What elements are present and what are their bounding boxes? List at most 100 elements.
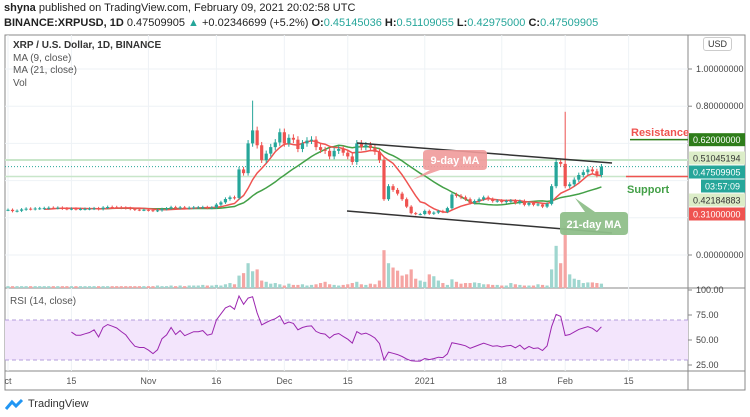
legend-ma9[interactable]: MA (9, close) xyxy=(13,52,72,64)
candle xyxy=(568,184,572,187)
volume-bar xyxy=(51,286,55,288)
published-text: published on TradingView.com, February 0… xyxy=(38,2,356,14)
rsi-tick-label: 75.00 xyxy=(696,310,719,320)
volume-bar xyxy=(337,285,341,288)
volume-bar xyxy=(124,286,128,288)
candle xyxy=(373,148,377,152)
candle xyxy=(6,209,10,211)
candle xyxy=(581,172,585,176)
candle xyxy=(486,197,490,200)
x-tick-label: 15 xyxy=(66,376,76,386)
change: +0.02346699 (+5.2%) xyxy=(202,17,309,29)
lower-band-price-tag: 0.42184883 xyxy=(693,196,741,206)
candle xyxy=(409,206,413,214)
countdown-tag: 03:57:09 xyxy=(705,182,740,192)
volume-bar xyxy=(60,286,64,288)
candle xyxy=(10,209,15,212)
candle xyxy=(382,160,386,200)
volume-bar xyxy=(106,286,110,288)
last-price-tag: 0.47509905 xyxy=(693,168,741,178)
volume-bar xyxy=(269,283,273,288)
candle xyxy=(196,207,200,209)
volume-bar xyxy=(545,285,549,288)
volume-bar xyxy=(19,286,24,288)
volume-bar xyxy=(572,278,576,288)
candle xyxy=(395,189,400,194)
candle xyxy=(300,143,305,149)
candle xyxy=(341,148,345,153)
volume-bar xyxy=(527,285,531,288)
last-price: 0.47509905 xyxy=(126,17,185,29)
currency-button[interactable]: USD xyxy=(703,37,733,51)
candle xyxy=(110,207,114,209)
candle xyxy=(78,209,83,211)
candle xyxy=(232,197,237,199)
volume-bar xyxy=(42,286,46,288)
candle xyxy=(459,195,463,198)
volume-bar xyxy=(151,286,155,288)
volume-bar xyxy=(386,263,391,288)
candle xyxy=(19,209,24,211)
volume-bar xyxy=(210,285,214,288)
legend-ma21[interactable]: MA (21, close) xyxy=(13,65,77,76)
candle xyxy=(269,147,273,154)
volume-bar xyxy=(373,284,377,288)
volume-bar xyxy=(463,283,468,288)
candle xyxy=(24,208,28,210)
candle xyxy=(482,197,486,200)
candle xyxy=(477,199,481,202)
volume-bar xyxy=(328,284,332,288)
volume-bar xyxy=(432,276,436,288)
candle xyxy=(251,130,255,144)
volume-bar xyxy=(115,286,119,288)
volume-bar xyxy=(586,282,590,288)
candle xyxy=(128,208,132,210)
open-label: O: xyxy=(311,17,324,29)
upper-band-price-tag: 0.51045194 xyxy=(693,154,741,164)
candle xyxy=(563,163,567,187)
volume-bar xyxy=(445,284,450,288)
volume-bar xyxy=(459,283,463,288)
volume-bar xyxy=(187,285,191,288)
candle xyxy=(178,207,182,209)
rsi-tick-label: 50.00 xyxy=(696,335,719,345)
volume-bar xyxy=(232,284,237,288)
x-tick-label: Feb xyxy=(557,376,573,386)
support-label: Support xyxy=(627,184,669,196)
volume-bar xyxy=(201,284,205,288)
volume-bar xyxy=(382,250,386,288)
volume-bar xyxy=(318,283,323,288)
volume-bar xyxy=(278,284,282,288)
tradingview-logo[interactable]: TradingView xyxy=(5,398,89,410)
publisher: shyna xyxy=(4,2,36,14)
rsi-band xyxy=(5,320,688,360)
legend-vol[interactable]: Vol xyxy=(13,77,27,89)
chart-legend: XRP / U.S. Dollar, 1D, BINANCE MA (9, cl… xyxy=(13,40,161,90)
candle xyxy=(241,169,246,174)
volume-bar xyxy=(414,278,418,288)
candle xyxy=(183,207,187,209)
support-price-tag-bg xyxy=(689,207,745,221)
candle xyxy=(468,199,472,203)
volume-bar xyxy=(536,284,540,288)
candle xyxy=(414,213,418,215)
open-value: 0.45145036 xyxy=(323,17,382,29)
candle xyxy=(405,199,409,207)
volume-bar xyxy=(405,274,409,288)
volume-bar xyxy=(128,286,132,288)
volume-bar xyxy=(423,281,427,288)
support-price-tag: 0.31000000 xyxy=(693,210,741,220)
legend-rsi[interactable]: RSI (14, close) xyxy=(10,296,77,307)
candle xyxy=(255,130,259,146)
candle xyxy=(142,209,146,211)
volume-bar xyxy=(482,284,486,288)
close-label: C: xyxy=(528,17,541,29)
candle xyxy=(124,207,128,209)
candle xyxy=(92,208,96,210)
candle xyxy=(42,208,46,210)
candle xyxy=(146,209,151,211)
lower-band-price-tag-bg xyxy=(689,193,745,207)
candle xyxy=(155,210,160,212)
resistance-price-tag-bg xyxy=(689,133,745,147)
